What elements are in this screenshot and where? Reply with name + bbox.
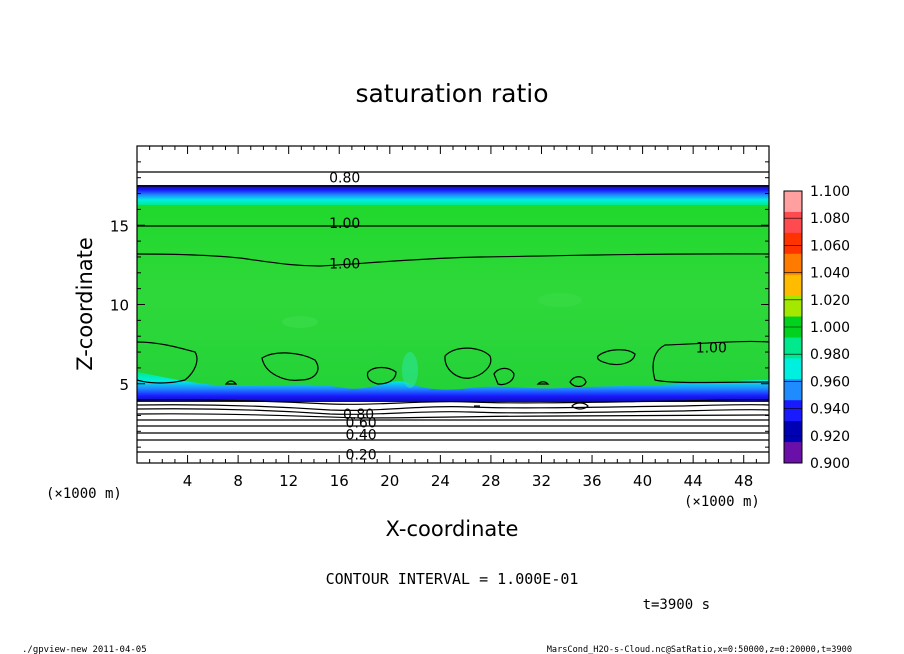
contour-label: 0.40 — [346, 427, 377, 443]
contour-label: 0.80 — [329, 171, 360, 187]
contour-line — [224, 380, 238, 385]
contour-line — [137, 341, 198, 384]
y-tick-label: 10 — [110, 297, 129, 315]
x-tick-label: 48 — [734, 472, 753, 490]
colorbar-swatch — [784, 232, 802, 255]
contour-line — [493, 367, 515, 386]
contour-label: 1.00 — [329, 216, 360, 232]
contour-line — [571, 402, 589, 410]
y-axis-label: Z-coordinate — [73, 237, 97, 371]
contour-line — [137, 398, 769, 406]
contour-label: 1.00 — [329, 256, 360, 272]
x-unit-left: (×1000 m) — [46, 486, 122, 502]
x-axis: 4 8 12 16 20 24 28 32 36 40 44 48 — [136, 146, 770, 490]
colorbar-label: 1.020 — [810, 293, 850, 309]
colorbar-swatch — [784, 274, 802, 297]
colorbar-swatch — [784, 211, 802, 234]
colorbar-swatch — [784, 191, 802, 213]
x-tick-label: 24 — [431, 472, 450, 490]
x-axis-label: X-coordinate — [386, 517, 519, 541]
contour-lines — [137, 171, 769, 453]
y-tick-label: 5 — [119, 376, 129, 394]
colorbar-label: 0.960 — [810, 374, 850, 390]
contour-line — [137, 403, 769, 411]
contour-line — [652, 340, 769, 384]
colorbar-label: 1.100 — [810, 184, 850, 200]
colorbar-swatch — [784, 358, 802, 380]
upper-boundary-band — [137, 185, 769, 205]
colorbar-swatch — [784, 442, 802, 464]
contour-labels: 0.801.001.001.000.800.600.400.20 — [329, 171, 727, 464]
chart-title: saturation ratio — [355, 79, 548, 108]
footer-right: MarsCond_H2O-s-Cloud.nc@SatRatio,x=0:500… — [547, 645, 852, 654]
colorbar-label: 1.080 — [810, 211, 850, 227]
contour-line — [536, 381, 550, 385]
contour-label: 0.20 — [346, 447, 377, 463]
contour-line — [569, 376, 587, 388]
x-tick-label: 16 — [330, 472, 349, 490]
x-tick-label: 28 — [481, 472, 500, 490]
x-unit-right: (×1000 m) — [684, 494, 760, 510]
colorbar-swatch — [784, 253, 802, 276]
y-tick-label: 15 — [110, 217, 129, 235]
colorbar-swatch — [784, 400, 802, 422]
lower-boundary-band — [137, 372, 769, 402]
colorbar-label: 0.940 — [810, 402, 850, 418]
saturated-region — [137, 190, 769, 400]
colorbar: 1.100 1.080 1.060 1.040 1.020 1.000 0.980 0.960… — [783, 184, 850, 472]
colorbar-label: 0.980 — [810, 347, 850, 363]
colorbar-swatch — [784, 337, 802, 359]
colorbar-swatch — [784, 421, 802, 443]
x-tick-label: 44 — [684, 472, 703, 490]
contour-interval-text: CONTOUR INTERVAL = 1.000E-01 — [326, 570, 579, 588]
x-tick-label: 12 — [279, 472, 298, 490]
colorbar-swatch — [784, 379, 802, 401]
contour-line — [137, 253, 769, 267]
y-axis: 5 10 15 — [110, 145, 769, 464]
x-tick-label: 40 — [633, 472, 652, 490]
colorbar-label: 0.920 — [810, 429, 850, 445]
x-tick-label: 4 — [183, 472, 193, 490]
contour-line — [597, 349, 636, 366]
footer-left: ./gpview-new 2011-04-05 — [22, 645, 147, 654]
time-label: t=3900 s — [643, 597, 710, 613]
contour-label: 1.00 — [696, 340, 727, 356]
colorbar-label: 1.000 — [810, 320, 850, 336]
x-tick-label: 20 — [380, 472, 399, 490]
x-tick-label: 8 — [233, 472, 243, 490]
colorbar-label: 1.040 — [810, 266, 850, 282]
contour-line — [444, 347, 492, 379]
x-tick-label: 36 — [582, 472, 601, 490]
colorbar-swatch — [784, 295, 802, 318]
contour-label: 0.80 — [343, 407, 374, 423]
contour-line — [366, 366, 397, 385]
colorbar-label: 0.900 — [810, 456, 850, 472]
contour-line — [261, 352, 319, 381]
colorbar-label: 1.060 — [810, 238, 850, 254]
x-tick-label: 32 — [532, 472, 551, 490]
contour-label: 0.60 — [346, 416, 377, 432]
contour-line — [137, 408, 769, 416]
contour-line — [137, 413, 769, 419]
